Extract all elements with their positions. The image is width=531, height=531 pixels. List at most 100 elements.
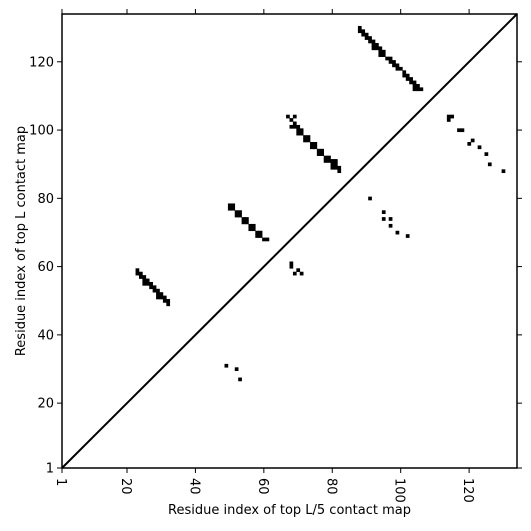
x-tick-label: 60 <box>255 478 270 495</box>
contact-point <box>299 131 304 136</box>
contact-point <box>385 56 390 61</box>
contact-point <box>255 234 260 238</box>
contact-point <box>248 227 253 232</box>
contact-point <box>381 49 386 54</box>
contact-point <box>162 295 167 300</box>
contact-point <box>405 234 410 238</box>
contact-point <box>227 203 232 208</box>
contact-point <box>241 220 246 225</box>
contact-point <box>138 275 143 279</box>
contact-point <box>327 159 331 163</box>
contact-point <box>371 46 376 51</box>
contact-point <box>388 217 393 221</box>
contact-point <box>251 227 256 232</box>
contact-point <box>364 36 369 40</box>
contact-point <box>395 66 400 71</box>
x-tick-label: 40 <box>186 478 201 495</box>
contact-point <box>310 145 314 150</box>
contact-point <box>238 210 242 214</box>
contact-point <box>446 114 451 119</box>
contact-point <box>286 114 290 119</box>
contact-point <box>292 121 297 126</box>
contact-point <box>316 148 321 153</box>
contact-point <box>412 87 417 92</box>
x-tick-label: 20 <box>118 478 133 495</box>
contact-point <box>412 83 417 88</box>
contact-point <box>375 43 379 47</box>
contact-point <box>395 63 400 68</box>
contact-point <box>227 206 232 211</box>
x-tick-label: 100 <box>392 478 407 503</box>
contact-point <box>152 285 157 290</box>
x-tick-label: 1 <box>53 478 68 486</box>
contact-point <box>416 87 420 92</box>
contact-point <box>142 281 147 286</box>
contact-point <box>378 46 383 51</box>
contact-point <box>330 165 335 170</box>
contact-point <box>357 25 362 30</box>
contact-point <box>166 299 171 303</box>
contact-point <box>251 223 256 228</box>
contact-point <box>364 32 369 37</box>
contact-point <box>470 138 475 143</box>
contact-point <box>156 288 160 293</box>
contact-point <box>152 288 157 293</box>
contact-point <box>378 49 383 54</box>
contact-point <box>368 36 372 40</box>
diagonal-line <box>61 13 518 469</box>
contact-point <box>245 217 249 221</box>
contact-point <box>398 66 403 71</box>
contact-point <box>388 223 393 228</box>
x-tick-label: 80 <box>323 478 338 495</box>
contact-point <box>409 77 413 81</box>
contact-point <box>446 118 451 122</box>
contact-point <box>460 128 465 133</box>
contact-point <box>361 32 366 37</box>
contact-point <box>149 281 153 286</box>
contact-point <box>487 162 492 167</box>
contact-point <box>371 39 376 44</box>
contact-point <box>467 142 472 146</box>
contact-point <box>323 159 328 163</box>
plot-area <box>61 13 518 469</box>
points-layer <box>135 25 506 382</box>
contact-point <box>313 145 318 150</box>
plot-frame <box>61 13 518 469</box>
contact-point <box>289 264 294 269</box>
contact-point <box>320 148 325 153</box>
contact-point <box>142 275 147 279</box>
contact-point <box>135 271 140 276</box>
contact-point <box>333 159 338 163</box>
contact-point <box>245 220 249 225</box>
contact-point <box>371 43 376 47</box>
contact-point <box>289 124 294 129</box>
contact-point <box>303 138 307 143</box>
contact-point <box>330 162 335 167</box>
contact-point <box>378 53 383 57</box>
contact-point <box>361 29 366 34</box>
y-tick-label: 20 <box>37 397 54 412</box>
contact-point <box>306 135 311 139</box>
contact-point <box>156 295 160 300</box>
contact-point <box>162 299 167 303</box>
contact-point <box>289 118 294 122</box>
contact-point <box>258 230 263 235</box>
contact-point <box>375 46 379 51</box>
contact-point <box>289 261 294 266</box>
contact-point <box>149 285 153 290</box>
contact-point <box>327 155 331 160</box>
contact-point <box>231 206 236 211</box>
contact-point <box>416 83 420 88</box>
contact-point <box>166 302 171 307</box>
contact-point <box>292 114 297 119</box>
contact-point <box>299 271 304 276</box>
contact-point <box>159 292 164 296</box>
contact-point <box>392 60 396 64</box>
contact-point <box>255 230 260 235</box>
contact-point <box>306 138 311 143</box>
contact-point <box>135 268 140 273</box>
contact-point <box>292 124 297 129</box>
contact-point <box>333 165 338 170</box>
contact-point <box>484 152 489 156</box>
contact-point <box>234 367 239 372</box>
